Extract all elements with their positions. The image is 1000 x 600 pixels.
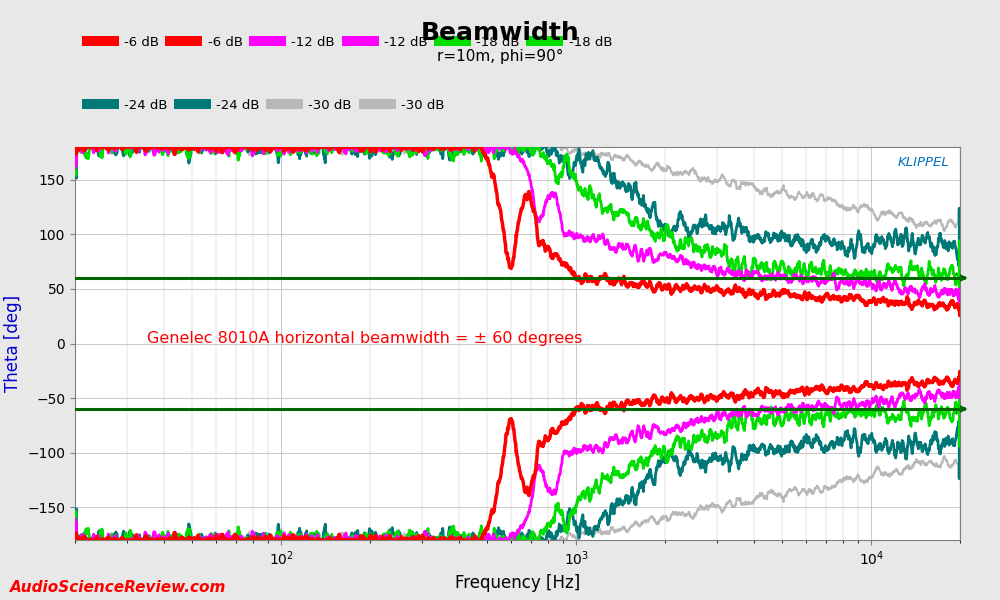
Y-axis label: Theta [deg]: Theta [deg] xyxy=(4,295,22,392)
Text: Genelec 8010A horizontal beamwidth = ± 60 degrees: Genelec 8010A horizontal beamwidth = ± 6… xyxy=(147,331,582,346)
Text: Beamwidth: Beamwidth xyxy=(421,21,579,45)
X-axis label: Frequency [Hz]: Frequency [Hz] xyxy=(455,574,580,592)
Text: KLIPPEL: KLIPPEL xyxy=(898,155,949,169)
Text: AudioScienceReview.com: AudioScienceReview.com xyxy=(10,580,226,595)
Text: r=10m, phi=90°: r=10m, phi=90° xyxy=(437,49,563,64)
Legend: -24 dB, -24 dB, -30 dB, -30 dB: -24 dB, -24 dB, -30 dB, -30 dB xyxy=(82,98,444,112)
